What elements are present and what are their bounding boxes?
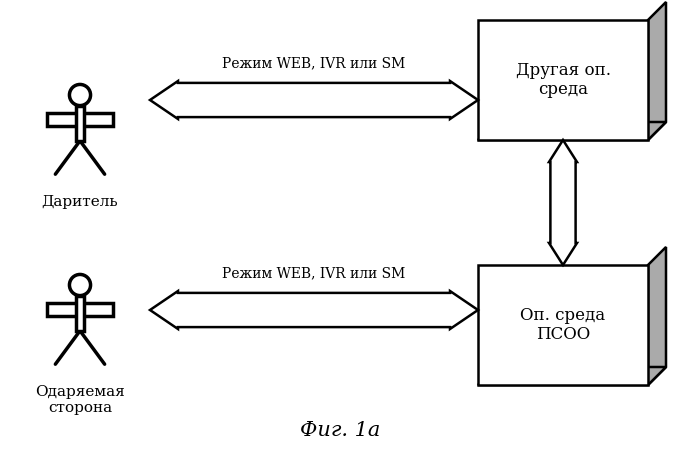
FancyBboxPatch shape [47,302,114,316]
Polygon shape [150,291,478,329]
Text: Другая оп.
среда: Другая оп. среда [516,62,611,98]
FancyBboxPatch shape [75,296,84,331]
Text: Фиг. 1а: Фиг. 1а [300,421,380,440]
Polygon shape [478,367,666,385]
Polygon shape [478,122,666,140]
Polygon shape [150,81,478,119]
Text: Режим WEB, IVR или SM: Режим WEB, IVR или SM [223,266,406,280]
Circle shape [69,84,91,106]
Polygon shape [549,140,577,265]
Polygon shape [648,2,666,140]
Text: Одаряемая
сторона: Одаряемая сторона [35,385,125,415]
FancyBboxPatch shape [47,112,114,126]
FancyBboxPatch shape [75,106,84,141]
Polygon shape [478,265,648,385]
Polygon shape [478,20,648,140]
Text: Даритель: Даритель [42,195,119,209]
Text: Оп. среда
ПСОО: Оп. среда ПСОО [521,307,606,343]
Text: Режим WEB, IVR или SM: Режим WEB, IVR или SM [223,56,406,70]
Polygon shape [648,247,666,385]
Circle shape [69,274,91,296]
